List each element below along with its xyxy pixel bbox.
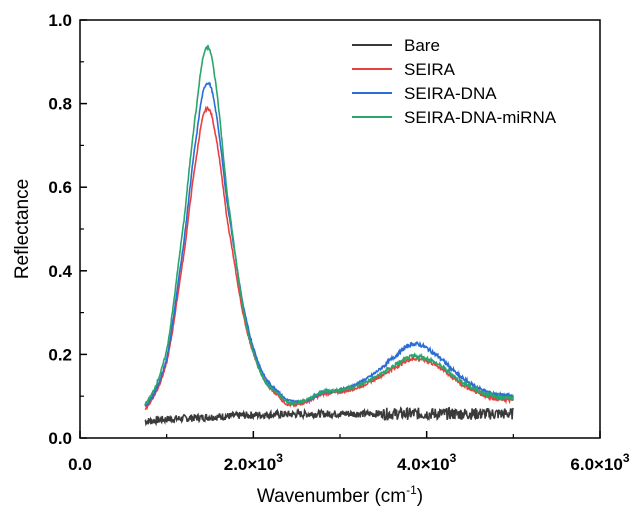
x-tick-label-base: 0.0 (68, 455, 92, 474)
y-tick-label: 0.2 (48, 345, 72, 364)
x-tick-label-base: 6.0×10 (570, 455, 622, 474)
x-axis-title: Wavenumber (cm-1) (257, 483, 423, 507)
x-tick-label: 6.0×103 (570, 451, 629, 474)
x-tick-label-exponent: 3 (276, 451, 283, 465)
x-axis-title-superscript: -1 (406, 483, 417, 497)
series-line (144, 44, 514, 407)
legend-label: SEIRA-DNA (404, 84, 497, 103)
y-tick-label: 0.8 (48, 95, 72, 114)
legend-label: SEIRA-DNA-miRNA (404, 108, 557, 127)
plot-frame (79, 19, 601, 439)
legend-label: SEIRA (404, 60, 456, 79)
x-tick-label-exponent: 3 (623, 451, 630, 465)
series-line (144, 105, 514, 411)
x-tick-label-base: 2.0×10 (224, 455, 276, 474)
x-tick-label: 2.0×103 (224, 451, 283, 474)
y-axis-ticks: 0.0 0.2 0.4 0.6 0.8 1.0 (48, 11, 87, 448)
x-tick-label: 0.0 (68, 455, 92, 474)
y-axis-title: Reflectance (12, 179, 33, 279)
legend-label: Bare (404, 36, 440, 55)
y-tick-label: 1.0 (48, 11, 72, 30)
y-tick-label: 0.0 (48, 429, 72, 448)
x-axis-title-main: Wavenumber (cm (257, 486, 406, 507)
plot-series-group (144, 44, 514, 427)
y-tick-label: 0.6 (48, 178, 72, 197)
x-axis-title-close: ) (417, 486, 423, 507)
series-line (144, 406, 514, 427)
legend: Bare SEIRA SEIRA-DNA SEIRA-DNA-miRNA (352, 36, 557, 127)
x-tick-label-base: 4.0×10 (397, 455, 449, 474)
x-tick-label: 4.0×103 (397, 451, 456, 474)
y-tick-label: 0.4 (48, 262, 72, 281)
x-tick-label-exponent: 3 (450, 451, 457, 465)
x-axis-ticks: 0.0 2.0×103 4.0×103 6.0×103 (68, 431, 630, 474)
